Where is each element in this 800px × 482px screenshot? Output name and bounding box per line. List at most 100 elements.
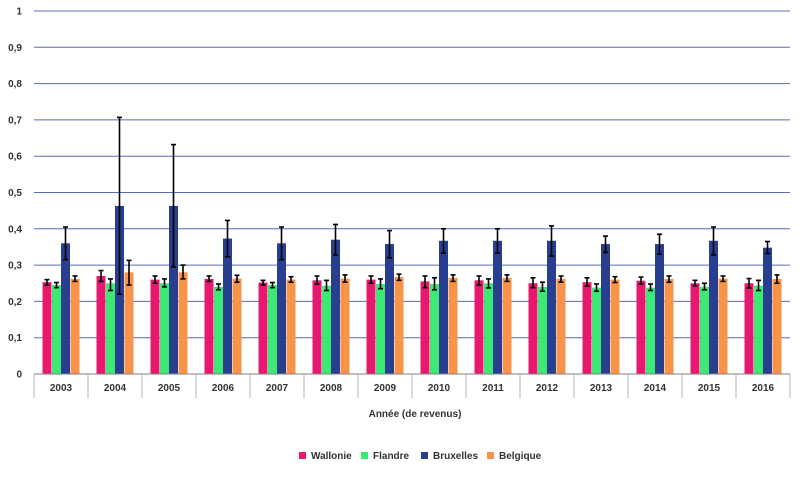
error-bar-wallonie-2009: [368, 275, 374, 285]
legend-swatch: [487, 452, 494, 459]
error-bar-wallonie-2008: [314, 275, 320, 285]
bar-wallonie-2012: [528, 283, 538, 374]
error-bar-belgique-2007: [288, 275, 294, 283]
y-tick-label: 0,4: [8, 224, 22, 235]
legend-swatch: [421, 452, 428, 459]
bar-wallonie-2011: [474, 280, 484, 374]
y-tick-label: 1: [16, 7, 22, 18]
legend-swatch: [299, 452, 306, 459]
bar-flandre-2007: [268, 285, 277, 374]
bar-wallonie-2015: [690, 283, 700, 374]
x-tick-label: 2012: [536, 383, 559, 394]
legend-item-bruxelles: Bruxelles: [421, 451, 478, 462]
bar-belgique-2006: [232, 278, 242, 374]
error-bar-belgique-2014: [666, 275, 672, 283]
bar-belgique-2008: [340, 278, 350, 374]
error-bar-bruxelles-2007: [279, 226, 284, 261]
bar-flandre-2012: [538, 286, 547, 374]
error-bar-belgique-2008: [342, 274, 348, 283]
x-tick-label: 2008: [320, 383, 343, 394]
error-bar-belgique-2005: [180, 264, 186, 280]
bar-flandre-2006: [214, 286, 223, 374]
error-bar-flandre-2013: [594, 283, 599, 293]
error-bar-bruxelles-2014: [657, 233, 662, 256]
bars: [42, 205, 782, 374]
x-tick-label: 2011: [482, 383, 504, 394]
error-bar-belgique-2009: [396, 273, 402, 282]
bar-wallonie-2014: [636, 280, 646, 374]
bar-flandre-2009: [376, 283, 385, 374]
bar-wallonie-2006: [204, 278, 214, 374]
error-bar-belgique-2003: [72, 275, 78, 283]
bar-flandre-2008: [322, 285, 331, 374]
error-bar-flandre-2009: [378, 278, 383, 290]
error-bar-flandre-2006: [216, 283, 221, 291]
y-tick-label: 0,8: [8, 79, 22, 90]
bar-bruxelles-2006: [223, 238, 232, 374]
legend-label: Belgique: [499, 451, 542, 462]
bar-bruxelles-2005: [169, 205, 178, 374]
error-bar-flandre-2005: [162, 278, 167, 288]
error-bar-belgique-2004: [126, 259, 132, 286]
bar-bruxelles-2011: [493, 240, 502, 374]
x-tick-label: 2009: [374, 383, 397, 394]
error-bar-belgique-2006: [234, 274, 240, 283]
x-tick-label: 2007: [266, 383, 289, 394]
error-bar-bruxelles-2009: [387, 229, 392, 259]
error-bar-wallonie-2003: [44, 278, 50, 286]
error-bar-wallonie-2007: [260, 279, 266, 286]
error-bar-belgique-2012: [558, 275, 564, 283]
y-tick-label: 0,6: [8, 152, 22, 163]
bar-belgique-2005: [178, 272, 188, 374]
error-bar-wallonie-2005: [152, 275, 158, 285]
error-bar-bruxelles-2013: [603, 235, 608, 254]
bar-flandre-2014: [646, 287, 655, 374]
error-bar-flandre-2004: [108, 278, 113, 292]
legend-item-flandre: Flandre: [361, 451, 410, 462]
x-tick-label: 2015: [698, 383, 721, 394]
x-axis-title: Année (de revenus): [369, 409, 462, 420]
bar-belgique-2003: [70, 278, 80, 374]
error-bar-flandre-2012: [540, 281, 545, 293]
error-bar-flandre-2011: [486, 278, 491, 289]
error-bar-belgique-2013: [612, 275, 618, 284]
bar-wallonie-2003: [42, 282, 52, 374]
error-bar-belgique-2016: [774, 274, 780, 285]
x-tick-label: 2016: [752, 383, 775, 394]
error-bar-wallonie-2010: [422, 275, 428, 289]
bar-bruxelles-2013: [601, 244, 610, 374]
bar-wallonie-2010: [420, 281, 430, 374]
bar-bruxelles-2016: [763, 247, 772, 374]
bar-flandre-2011: [484, 283, 493, 374]
error-bar-flandre-2007: [270, 281, 275, 289]
y-tick-label: 0,7: [8, 115, 22, 126]
bar-belgique-2004: [124, 272, 134, 374]
error-bar-belgique-2010: [450, 274, 456, 283]
error-bar-flandre-2016: [756, 279, 761, 292]
bar-wallonie-2008: [312, 280, 322, 374]
bar-belgique-2016: [772, 278, 782, 374]
bar-flandre-2003: [52, 285, 61, 374]
x-tick-label: 2010: [428, 383, 451, 394]
bar-wallonie-2013: [582, 282, 592, 374]
bar-belgique-2010: [448, 277, 458, 374]
error-bar-belgique-2011: [504, 274, 510, 283]
error-bar-bruxelles-2010: [441, 228, 446, 254]
error-bar-wallonie-2004: [98, 269, 104, 283]
bar-belgique-2013: [610, 279, 620, 374]
bar-belgique-2011: [502, 277, 512, 374]
bar-flandre-2013: [592, 287, 601, 374]
legend-label: Bruxelles: [433, 451, 478, 462]
bar-bruxelles-2010: [439, 240, 448, 374]
error-bar-bruxelles-2015: [711, 226, 716, 256]
error-bar-bruxelles-2006: [225, 219, 230, 258]
bar-wallonie-2009: [366, 279, 376, 374]
bar-flandre-2016: [754, 285, 763, 374]
error-bar-wallonie-2011: [476, 275, 482, 286]
legend-label: Wallonie: [311, 451, 352, 462]
error-bar-wallonie-2013: [584, 277, 590, 287]
legend: Wallonie Flandre Bruxelles Belgique: [299, 451, 542, 462]
y-tick-label: 0,2: [8, 297, 22, 308]
bar-bruxelles-2003: [61, 243, 70, 374]
